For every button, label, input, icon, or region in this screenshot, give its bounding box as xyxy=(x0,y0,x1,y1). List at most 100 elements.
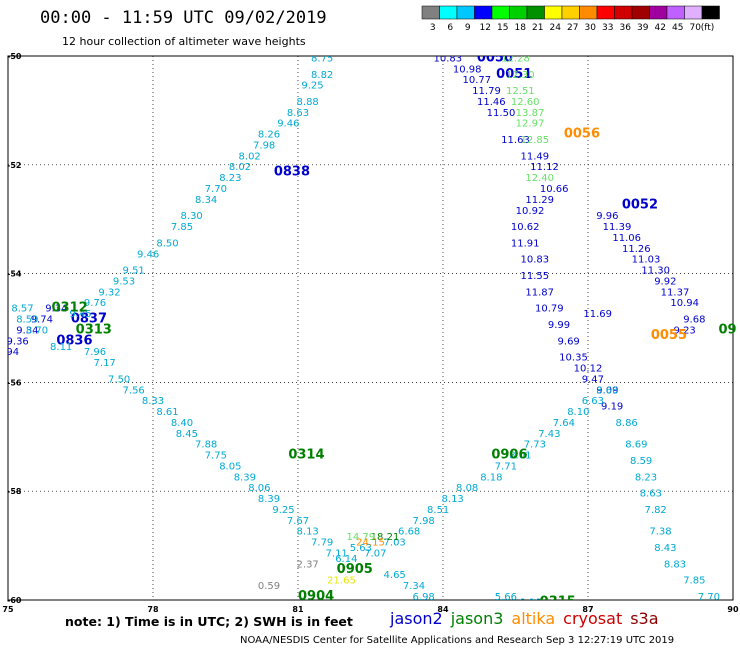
satellite-legend: jason2 jason3 altika cryosat s3a xyxy=(390,609,667,628)
swh-value: 7.50 xyxy=(108,374,130,385)
swh-value: 9.51 xyxy=(123,266,145,277)
swh-value: 10.92 xyxy=(516,206,545,217)
swh-value: 7.70 xyxy=(698,592,720,603)
swh-value: 11.26 xyxy=(622,244,651,255)
swh-value: 6.06 xyxy=(519,597,541,608)
swh-value: 8.01 xyxy=(509,451,531,462)
swh-value: 18.21 xyxy=(371,532,400,543)
colorbar-label: 27 xyxy=(567,23,578,33)
colorbar-label: 39 xyxy=(637,23,649,33)
swh-value: 7.67 xyxy=(287,516,309,527)
swh-value: 7.56 xyxy=(123,385,145,396)
colorbar-swatch xyxy=(649,5,668,20)
swh-value: 10.83 xyxy=(434,53,463,64)
colorbar-swatch xyxy=(544,5,563,20)
chart-subtitle: 12 hour collection of altimeter wave hei… xyxy=(62,35,306,48)
swh-value: 14.79 xyxy=(347,532,376,543)
colorbar-swatch xyxy=(474,5,493,20)
swh-value: 10.35 xyxy=(559,353,588,364)
swh-value: 12.28 xyxy=(501,53,530,64)
swh-value: 10.79 xyxy=(535,304,564,315)
swh-value: 9.96 xyxy=(596,211,618,222)
y-tick-label: -60 xyxy=(7,596,22,605)
colorbar-label: 36 xyxy=(620,23,632,33)
swh-value: 8.70 xyxy=(26,325,48,336)
x-tick-label: 81 xyxy=(292,605,304,614)
colorbar-unit: (ft) xyxy=(701,23,715,33)
colorbar-swatch xyxy=(614,5,633,20)
swh-value: 7.07 xyxy=(364,548,386,559)
colorbar-legend: 3 6 9 12 15 18 21 24 27 30 33 36 39 42 45 70 (ft) xyxy=(421,5,720,33)
swh-value: 8.88 xyxy=(297,97,319,108)
y-tick-label: -58 xyxy=(7,487,22,496)
swh-value: 9.99 xyxy=(548,320,570,331)
swh-value: 11.37 xyxy=(661,287,690,298)
swh-value: 10.12 xyxy=(574,364,603,375)
swh-value: 7.79 xyxy=(311,538,333,549)
swh-value: 8.43 xyxy=(654,543,676,554)
pass-label: 0904 xyxy=(298,589,334,604)
x-tick-label: 84 xyxy=(437,605,449,614)
swh-value: 7.73 xyxy=(524,440,546,451)
swh-value: 8.02 xyxy=(229,162,251,173)
swh-value: 8.51 xyxy=(427,505,449,516)
swh-value: 9.47 xyxy=(582,374,604,385)
swh-value: 7.70 xyxy=(205,184,227,195)
swh-value: 0.59 xyxy=(258,581,280,592)
swh-value: 9.34 xyxy=(16,325,38,336)
swh-value: 8.86 xyxy=(616,418,638,429)
colorbar-label: 33 xyxy=(602,23,613,33)
swh-value: 9.45 xyxy=(69,309,91,320)
swh-value: 8.23 xyxy=(219,173,241,184)
swh-value: 7.98 xyxy=(253,140,275,151)
colorbar-swatch xyxy=(526,5,545,20)
colorbar-swatch xyxy=(666,5,685,20)
swh-value: 7.11 xyxy=(326,548,348,559)
pass-label: 0056 xyxy=(564,127,600,142)
swh-value: 8.13 xyxy=(297,527,319,538)
colorbar-swatch xyxy=(439,5,458,20)
swh-value: 9.23 xyxy=(674,325,696,336)
satellite-legend-altika: altika xyxy=(511,609,556,628)
swh-value: 8.50 xyxy=(156,238,178,249)
swh-value: 8.23 xyxy=(635,472,657,483)
swh-value: 8.75 xyxy=(311,53,333,64)
swh-value: 8.34 xyxy=(195,195,217,206)
swh-value: 9.74 xyxy=(31,315,53,326)
swh-value: 8.61 xyxy=(156,407,178,418)
swh-value: 7.82 xyxy=(645,505,667,516)
colorbar-swatch xyxy=(421,5,440,20)
swh-value: 8.40 xyxy=(171,418,193,429)
swh-value: 11.87 xyxy=(525,287,554,298)
swh-value: 9.94 xyxy=(0,347,19,358)
y-tick-label: -54 xyxy=(7,270,22,279)
swh-value: 8.13 xyxy=(442,494,464,505)
swh-value: 11.79 xyxy=(472,86,501,97)
swh-value: 8.30 xyxy=(181,211,203,222)
swh-value: 8.05 xyxy=(219,461,241,472)
pass-label: 0315 xyxy=(540,594,576,609)
swh-value: 21.65 xyxy=(327,576,356,587)
swh-value: 9.53 xyxy=(113,276,135,287)
swh-value: 9.34 xyxy=(45,304,67,315)
x-tick-label: 90 xyxy=(727,605,739,614)
swh-value: 9.46 xyxy=(137,249,159,260)
swh-value: 7.75 xyxy=(205,451,227,462)
swh-value: 8.69 xyxy=(625,440,647,451)
swh-value: 7.88 xyxy=(195,440,217,451)
swh-value: 9.92 xyxy=(654,276,676,287)
swh-value: 9.25 xyxy=(272,505,294,516)
footnote: note: 1) Time is in UTC; 2) SWH is in fe… xyxy=(65,614,353,629)
colorbar-label: 12 xyxy=(480,23,491,33)
x-tick-label: 78 xyxy=(147,605,159,614)
swh-value: 6.63 xyxy=(582,396,604,407)
pass-label: 090 xyxy=(719,322,740,337)
swh-value: 9.46 xyxy=(277,119,299,130)
swh-value: 2.37 xyxy=(297,559,319,570)
swh-value: 11.91 xyxy=(511,238,540,249)
y-tick-label: -50 xyxy=(7,52,22,61)
swh-value: 9.36 xyxy=(7,336,29,347)
swh-value: 8.39 xyxy=(258,494,280,505)
swh-value: 12.51 xyxy=(506,86,535,97)
